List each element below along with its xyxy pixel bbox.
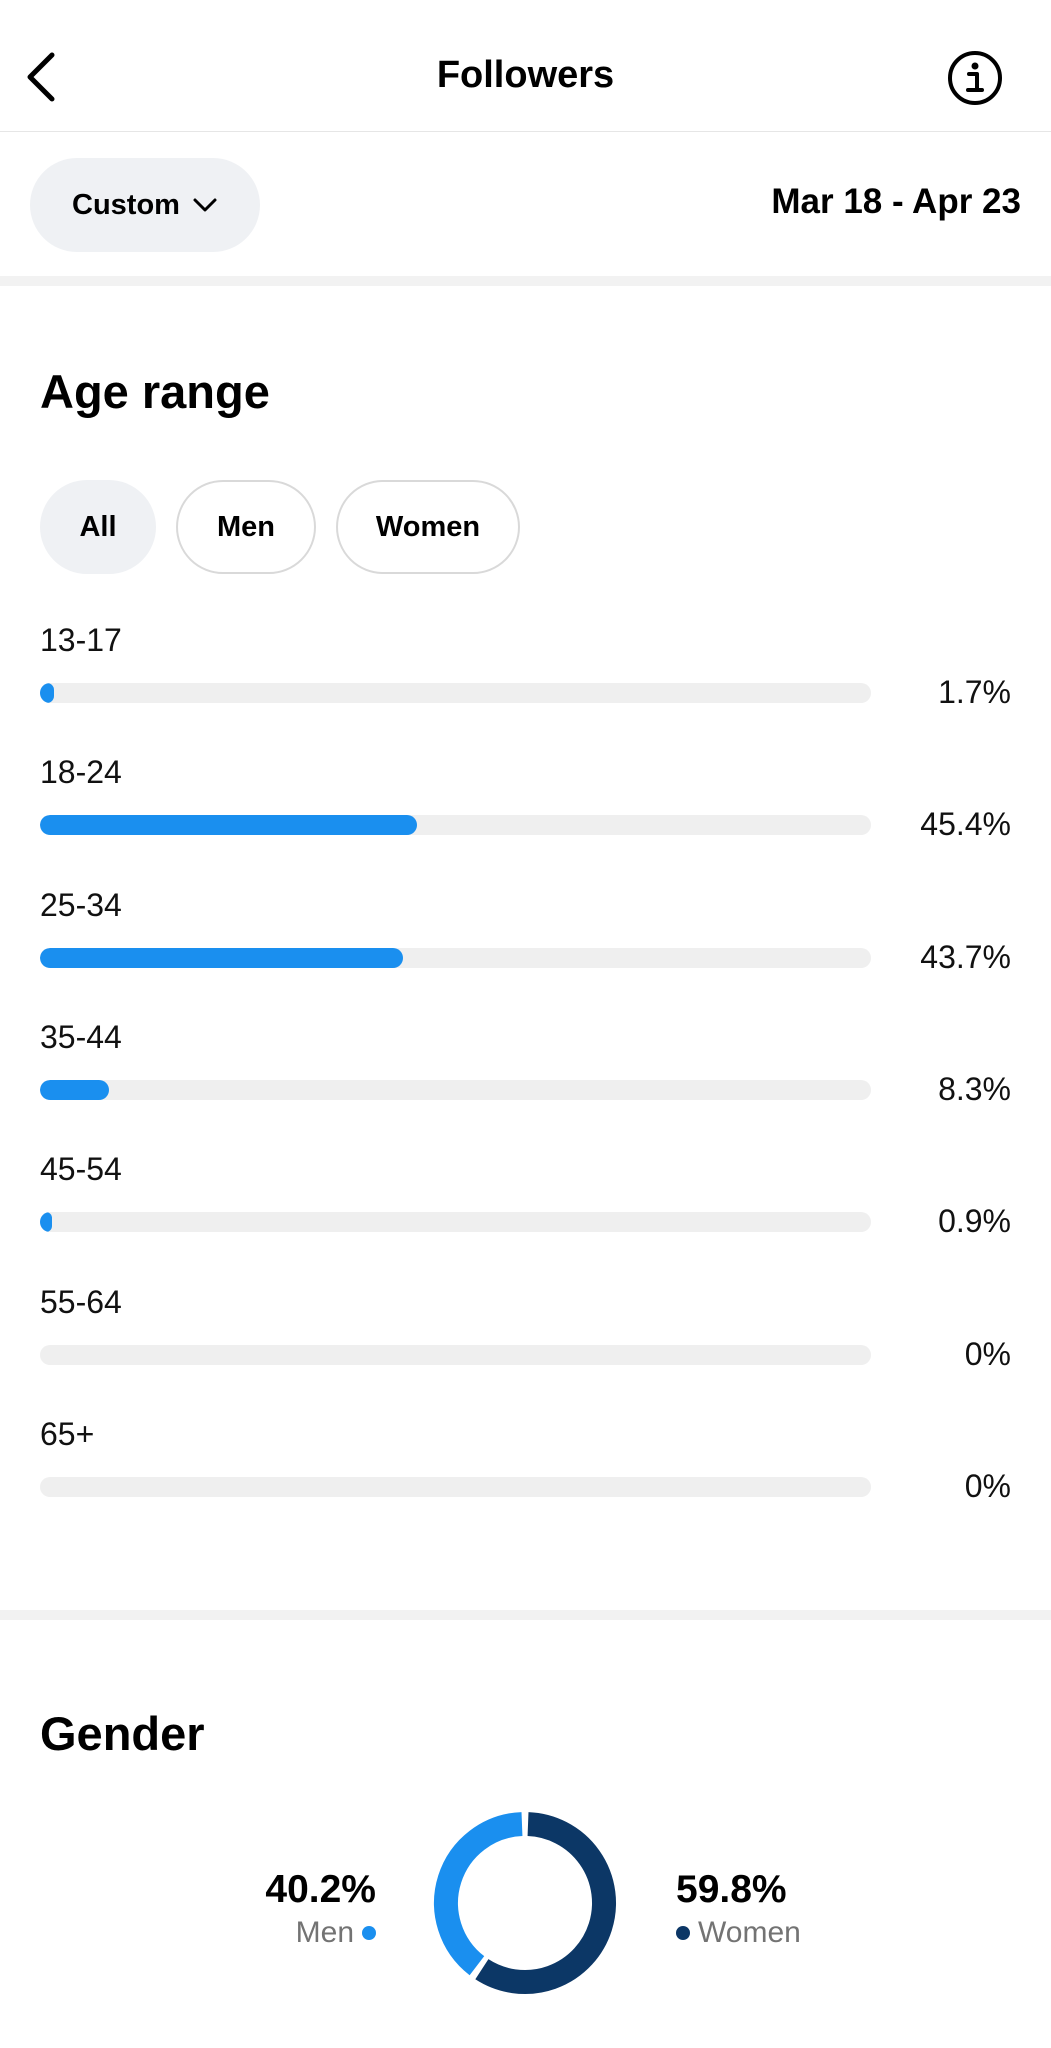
- section-divider: [0, 276, 1051, 286]
- back-arrow-icon: [27, 52, 55, 102]
- age-label: 35-44: [40, 1019, 122, 1055]
- men-legend-dot: [362, 1926, 376, 1940]
- women-label: Women: [698, 1916, 801, 1949]
- men-arc: [434, 1812, 523, 1976]
- age-value: 0%: [964, 1336, 1011, 1372]
- bar-track: [40, 683, 871, 703]
- age-value: 43.7%: [920, 939, 1011, 975]
- age-label: 45-54: [40, 1151, 122, 1187]
- info-button[interactable]: [947, 50, 1003, 106]
- age-label: 18-24: [40, 754, 122, 790]
- bar-track: [40, 948, 871, 968]
- bar-fill: [40, 1212, 52, 1232]
- age-label: 13-17: [40, 622, 122, 658]
- bar-track: [40, 1080, 871, 1100]
- bar-track: [40, 1345, 871, 1365]
- age-value: 1.7%: [938, 674, 1011, 710]
- women-arc: [475, 1812, 616, 1994]
- men-percent: 40.2%: [265, 1868, 376, 1911]
- age-row-18-24: 18-24 45.4%: [0, 754, 1051, 886]
- women-stat: 59.8% Women: [676, 1868, 801, 1950]
- filter-row: Custom Mar 18 - Apr 23: [0, 132, 1051, 276]
- bar-fill: [40, 815, 418, 835]
- age-value: 8.3%: [938, 1071, 1011, 1107]
- chip-men[interactable]: Men: [176, 480, 316, 574]
- chip-all[interactable]: All: [40, 480, 156, 574]
- bar-fill: [40, 1080, 109, 1100]
- men-stat: 40.2% Men: [265, 1868, 376, 1950]
- top-bar: Followers: [0, 0, 1051, 132]
- bar-fill: [40, 948, 404, 968]
- age-row-35-44: 35-44 8.3%: [0, 1019, 1051, 1151]
- page-title: Followers: [436, 54, 615, 96]
- age-value: 45.4%: [920, 806, 1011, 842]
- gender-donut-chart: [434, 1812, 616, 1994]
- date-range: Mar 18 - Apr 23: [771, 182, 1021, 221]
- bar-fill: [40, 683, 55, 703]
- age-label: 65+: [40, 1416, 95, 1452]
- section-divider: [0, 1610, 1051, 1620]
- info-icon: [948, 51, 1002, 105]
- age-row-55-64: 55-64 0%: [0, 1284, 1051, 1416]
- men-label: Men: [295, 1916, 354, 1949]
- back-button[interactable]: [24, 44, 68, 110]
- age-row-25-34: 25-34 43.7%: [0, 887, 1051, 1019]
- age-range-title: Age range: [40, 365, 270, 418]
- women-legend-dot: [676, 1926, 690, 1940]
- gender-breakdown: 40.2% Men 59.8% Women: [0, 1810, 1051, 2010]
- age-value: 0.9%: [938, 1203, 1011, 1239]
- age-label: 25-34: [40, 887, 122, 923]
- date-filter-dropdown[interactable]: Custom: [30, 158, 260, 252]
- age-row-45-54: 45-54 0.9%: [0, 1151, 1051, 1283]
- gender-title: Gender: [40, 1707, 205, 1760]
- age-label: 55-64: [40, 1284, 122, 1320]
- chip-women[interactable]: Women: [336, 480, 520, 574]
- gender-filter-chips: All Men Women: [40, 480, 520, 574]
- women-percent: 59.8%: [676, 1868, 787, 1911]
- age-row-13-17: 13-17 1.7%: [0, 622, 1051, 754]
- bar-track: [40, 1477, 871, 1497]
- bar-track: [40, 815, 871, 835]
- bar-track: [40, 1212, 871, 1232]
- age-row-65-plus: 65+ 0%: [0, 1416, 1051, 1548]
- date-filter-label: Custom: [72, 188, 180, 221]
- age-value: 0%: [964, 1468, 1011, 1504]
- chevron-down-icon: [193, 198, 217, 212]
